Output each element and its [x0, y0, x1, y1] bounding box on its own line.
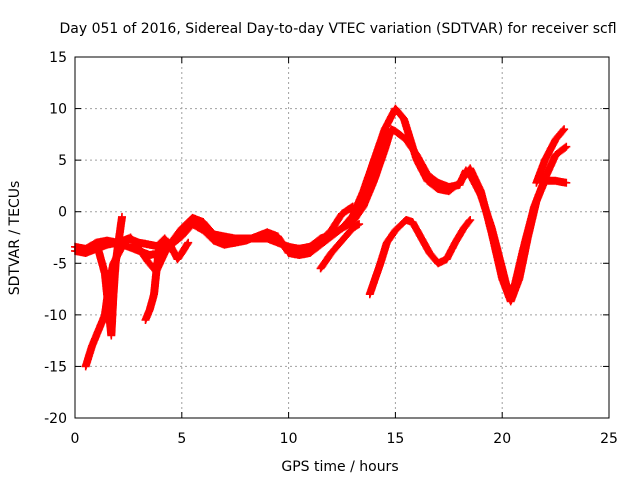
series-trace-g [365, 216, 475, 299]
data-point-markers [92, 212, 126, 340]
data-point-markers [316, 220, 364, 273]
x-tick-label: 25 [600, 431, 618, 447]
y-axis-label: SDTVAR / TECUs [7, 181, 23, 296]
y-tick-label: 0 [58, 205, 67, 221]
y-tick-label: -5 [53, 256, 67, 272]
series-trace-d [92, 212, 126, 340]
x-tick-label: 20 [493, 431, 511, 447]
x-axis-label: GPS time / hours [281, 459, 398, 475]
x-tick-label: 15 [386, 431, 404, 447]
y-tick-label: -10 [44, 308, 67, 324]
y-tick-label: 10 [49, 102, 67, 118]
data-point-markers [71, 104, 571, 306]
y-tick-label: -15 [44, 359, 67, 375]
series-trace-h [532, 125, 569, 187]
data-point-markers [141, 234, 193, 324]
chart-title: Day 051 of 2016, Sidereal Day-to-day VTE… [59, 21, 616, 37]
data-marks [71, 104, 571, 371]
plot-frame [74, 56, 610, 419]
x-tick-label: 0 [71, 431, 80, 447]
data-point-markers [532, 125, 569, 187]
series-trace-e [141, 234, 193, 324]
series-trace-b [71, 104, 571, 306]
x-tick-label: 10 [280, 431, 298, 447]
y-tick-label: 15 [49, 50, 67, 66]
y-tick-label: 5 [58, 153, 67, 169]
series-trace-f [316, 220, 364, 273]
x-tick-label: 5 [177, 431, 186, 447]
y-tick-label: -20 [44, 411, 67, 427]
data-point-markers [365, 216, 475, 299]
axis-ticks: 0 5 10 15 20 25 -20 -15 -10 -5 0 5 10 15 [44, 50, 618, 447]
